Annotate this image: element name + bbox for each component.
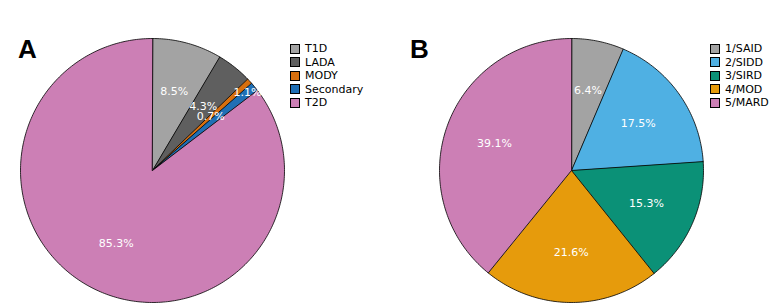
svg-text:0.7%: 0.7% — [197, 110, 225, 123]
svg-text:17.5%: 17.5% — [621, 117, 656, 130]
html-text:4/MOD: 4/MOD — [725, 82, 763, 96]
svg-text:39.1%: 39.1% — [477, 137, 512, 150]
html-text:Secondary: Secondary — [305, 82, 364, 96]
html-text:MODY: MODY — [305, 69, 338, 83]
html-text:B: B — [410, 34, 429, 64]
html-text:5/MARD: 5/MARD — [725, 96, 769, 110]
svg-text:15.3%: 15.3% — [629, 197, 664, 210]
html-text:A: A — [18, 34, 37, 64]
html-text:T2D: T2D — [305, 96, 328, 110]
svg-text:21.6%: 21.6% — [554, 246, 589, 259]
html-text:T1D: T1D — [305, 42, 328, 56]
html-text:2/SIDD: 2/SIDD — [725, 55, 763, 69]
svg-text:4.3%: 4.3% — [189, 99, 218, 113]
svg-text:85.3%: 85.3% — [99, 237, 134, 250]
html-text:3/SIRD: 3/SIRD — [725, 69, 762, 83]
html-text:LADA: LADA — [305, 55, 335, 69]
svg-text:8.5%: 8.5% — [160, 85, 188, 98]
html-text:1/SAID: 1/SAID — [725, 42, 763, 56]
svg-text:6.4%: 6.4% — [574, 84, 602, 97]
svg-text:1.1%: 1.1% — [233, 86, 261, 99]
